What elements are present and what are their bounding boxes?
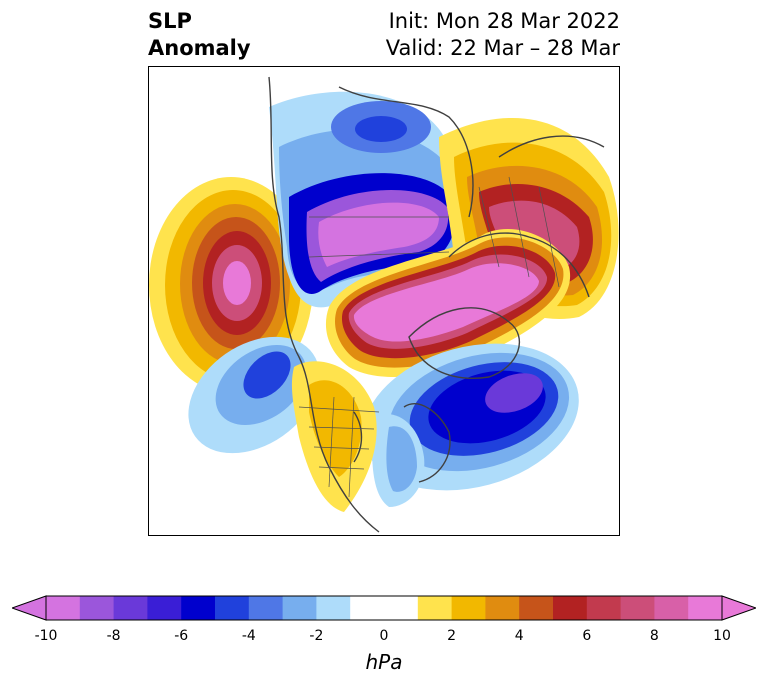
colorbar-segment [147,596,182,620]
central-arctic-high [325,228,571,378]
colorbar-tick-label: 8 [649,628,659,644]
colorbar-tick-label: 2 [447,628,457,644]
colorbar-segment [519,596,554,620]
borders [298,176,560,498]
colorbar-segment [46,596,81,620]
colorbar-segment [384,596,419,620]
init-date-label: Init: Mon 28 Mar 2022 [388,9,620,33]
colorbar-segment [586,596,622,620]
colorbar-tick-label: -6 [174,628,189,644]
colorbar-tick-label: 10 [713,628,731,644]
colorbar-tick-label: 4 [514,628,524,644]
colorbar-extend-high [721,595,756,621]
western-us-high [291,361,377,512]
gulf-of-alaska-low [188,336,320,454]
colorbar-unit-label: hPa [365,650,403,674]
colorbar-tick-label: -10 [34,628,58,644]
title-variable: SLP [148,9,192,33]
colorbar [12,595,756,621]
colorbar-segment [113,596,148,620]
colorbar-extend-low [12,595,47,621]
map-canvas [149,76,619,533]
colorbar-segment [620,596,655,620]
map-subtitle: Init: Mon 28 Mar 2022 Valid: 22 Mar – 28… [386,8,620,62]
colorbar-tick-label: 0 [379,628,389,644]
colorbar-ticks: -10 -8 -6 -4 -2 0 2 4 6 8 10 [0,628,768,648]
north-pacific-high [149,177,313,393]
colorbar-tick-label: -2 [309,628,324,644]
north-atlantic-europe-low [363,343,579,491]
coastlines [268,76,605,533]
colorbar-frame [45,595,723,621]
colorbar-segment [350,596,385,620]
colorbar-segment [485,596,520,620]
colorbar-segment [417,596,453,620]
colorbar-segment [248,596,284,620]
colorbar-segment [688,596,723,620]
colorbar-segment [282,596,317,620]
northeast-us-low [372,413,425,507]
valid-range-label: Valid: 22 Mar – 28 Mar [385,36,620,60]
colorbar-segment [79,596,115,620]
anomaly-map [148,66,620,536]
colorbar-tick-label: 6 [582,628,592,644]
colorbar-tick-label: -4 [241,628,256,644]
colorbar-segment [181,596,216,620]
colorbar-segment [553,596,588,620]
colorbar-segment [654,596,689,620]
colorbar-segment [215,596,250,620]
colorbar-tick-label: -8 [106,628,121,644]
map-title: SLP Anomaly [148,8,251,62]
colorbar-segment [316,596,351,620]
title-descriptor: Anomaly [148,36,251,60]
colorbar-segment [451,596,486,620]
